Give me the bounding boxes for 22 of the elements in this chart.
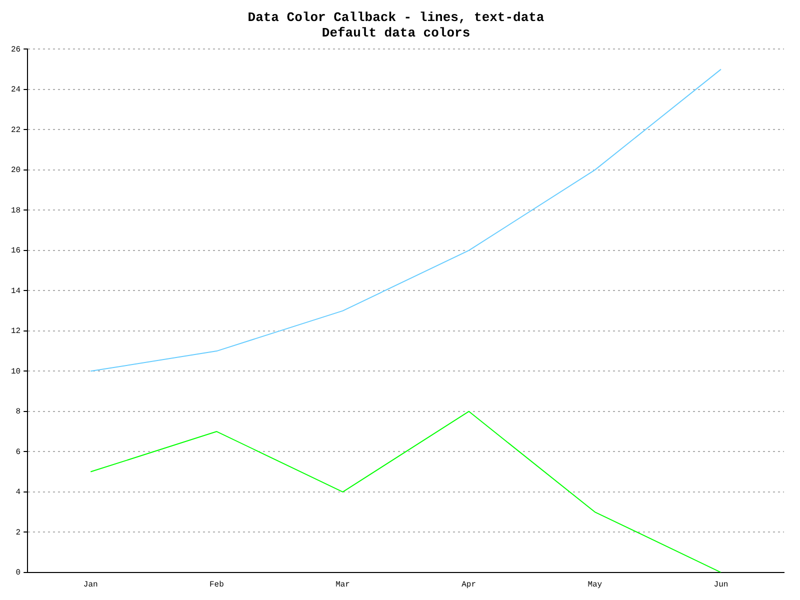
x-tick-label: Mar [336,580,350,590]
x-tick-label: May [588,580,602,590]
y-tick-label: 18 [10,206,21,216]
y-tick-label: 24 [10,86,21,95]
y-tick-label: 0 [16,568,21,578]
y-tick-label: 8 [16,408,21,417]
y-tick-label: 14 [10,286,21,296]
x-tick-label: Apr [462,580,476,590]
y-tick-label: 22 [10,126,21,135]
y-tick-label: 12 [10,327,21,336]
x-tick-label: Jan [83,580,98,590]
chart-title: Data Color Callback - lines, text-data [248,10,544,26]
y-tick-label: 6 [16,448,21,457]
y-tick-label: 16 [10,246,21,256]
y-tick-label: 2 [16,528,21,538]
y-tick-label: 26 [10,45,21,54]
x-tick-label: Jun [714,580,728,590]
y-tick-label: 20 [10,166,21,176]
x-tick-label: Feb [210,580,224,590]
chart-subtitle: Default data colors [322,26,470,41]
y-tick-label: 4 [16,488,21,498]
y-tick-label: 10 [10,367,21,376]
